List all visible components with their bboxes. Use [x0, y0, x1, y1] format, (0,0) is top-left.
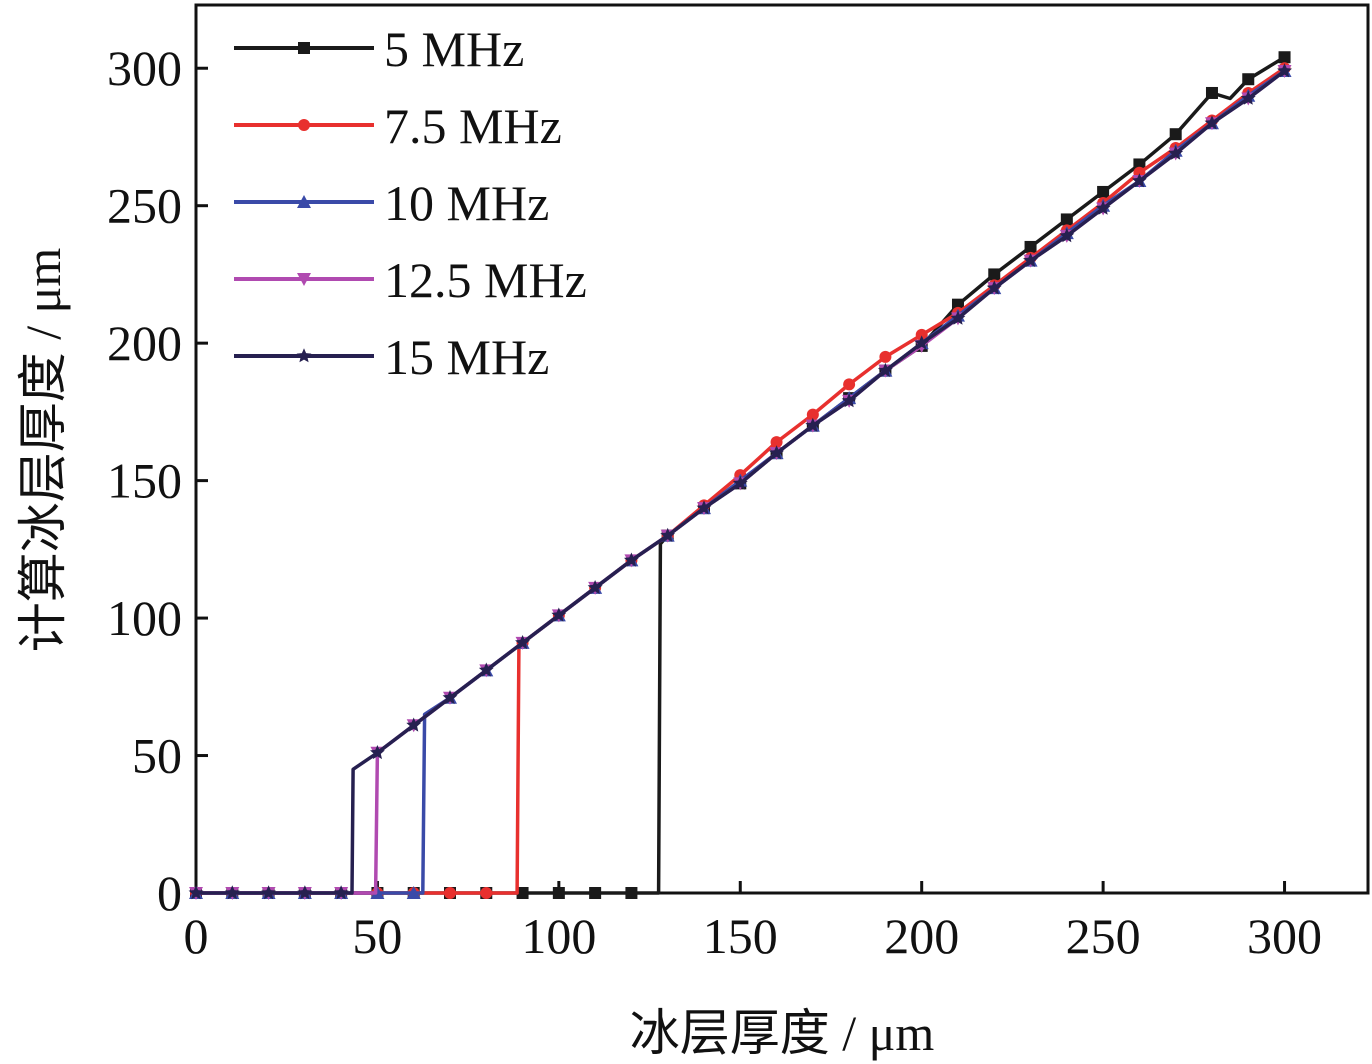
x-axis-label: 冰层厚度 / μm [630, 1005, 935, 1061]
data-point [188, 885, 204, 900]
data-point [841, 393, 857, 408]
data-point [914, 335, 930, 350]
data-point [443, 887, 456, 899]
data-point [1097, 185, 1110, 198]
data-point [769, 445, 784, 460]
data-point [480, 887, 493, 899]
y-tick-label: 200 [107, 315, 182, 371]
x-tick-label: 0 [184, 908, 209, 964]
data-point [551, 607, 567, 622]
data-point [843, 378, 856, 391]
data-point [988, 268, 1001, 281]
legend-label: 10 MHz [384, 175, 549, 231]
x-tick-label: 200 [884, 908, 959, 964]
legend-item: 5 MHz [234, 21, 524, 77]
y-tick-label: 300 [107, 40, 182, 96]
data-point [1023, 252, 1038, 267]
data-point [1240, 90, 1256, 105]
data-point [370, 745, 385, 760]
series-15-mhz [188, 63, 1292, 900]
data-point [770, 436, 783, 449]
y-tick-label: 100 [107, 590, 182, 646]
data-point [297, 885, 313, 900]
data-point [951, 298, 964, 311]
legend-item: 7.5 MHz [234, 98, 562, 154]
data-point [1132, 173, 1147, 188]
data-point [1059, 228, 1075, 243]
data-point [333, 885, 349, 900]
data-point [950, 310, 966, 325]
data-point [624, 552, 639, 567]
data-point [1277, 63, 1292, 78]
data-point [625, 887, 638, 899]
ticks: 0 50 100 150 200 250 300 0 50 100 150 200 250 300 [107, 40, 1322, 964]
data-point [1278, 51, 1291, 64]
data-point [406, 717, 422, 732]
data-point [986, 280, 1002, 295]
data-point [805, 417, 821, 432]
legend-marker-icon [298, 42, 310, 54]
data-point [478, 662, 494, 677]
data-point [515, 635, 530, 650]
data-point [878, 362, 893, 377]
legend-marker-icon [297, 273, 311, 286]
legend-label: 12.5 MHz [384, 252, 587, 308]
data-point [1168, 145, 1184, 160]
legend-label: 7.5 MHz [384, 98, 562, 154]
data-point [660, 527, 676, 542]
legend-label: 15 MHz [384, 329, 549, 385]
y-tick-label: 50 [132, 728, 182, 784]
x-tick-label: 250 [1066, 908, 1141, 964]
y-tick-label: 250 [107, 178, 182, 234]
data-point [1169, 128, 1182, 141]
legend-item: 15 MHz [234, 329, 549, 385]
data-point [1060, 213, 1073, 226]
data-point [1242, 73, 1255, 86]
data-point [370, 886, 385, 899]
data-point [1205, 86, 1218, 99]
data-point [224, 885, 240, 900]
data-point [516, 887, 529, 899]
legend-marker-icon [296, 348, 312, 363]
data-point [261, 885, 276, 900]
y-axis-label: 计算冰层厚度 / μm [15, 248, 71, 653]
y-tick-label: 0 [157, 865, 182, 921]
data-point [1024, 240, 1037, 253]
legend-marker-icon [298, 119, 310, 131]
x-tick-label: 300 [1247, 908, 1322, 964]
legend-item: 10 MHz [234, 175, 549, 231]
data-point [879, 350, 892, 363]
plot-frame [194, 3, 1370, 895]
legend-item: 12.5 MHz [234, 252, 587, 308]
y-tick-label: 150 [107, 453, 182, 509]
data-point [589, 887, 602, 899]
data-point [442, 690, 458, 705]
data-point [587, 580, 603, 595]
data-point [696, 500, 712, 515]
data-point [915, 328, 928, 341]
x-tick-label: 150 [703, 908, 778, 964]
data-point [732, 475, 748, 490]
x-tick-label: 100 [521, 908, 596, 964]
data-point [552, 887, 565, 899]
legend: 5 MHz 7.5 MHz 10 MHz 12.5 MHz 15 MHz [234, 21, 587, 385]
data-point [406, 886, 421, 899]
data-point [1204, 115, 1220, 130]
data-point [1133, 158, 1146, 171]
data-point [806, 408, 819, 421]
series-group [188, 51, 1292, 900]
legend-marker-icon [297, 195, 311, 208]
legend-label: 5 MHz [384, 21, 524, 77]
x-tick-label: 50 [352, 908, 402, 964]
data-point [1095, 200, 1111, 215]
